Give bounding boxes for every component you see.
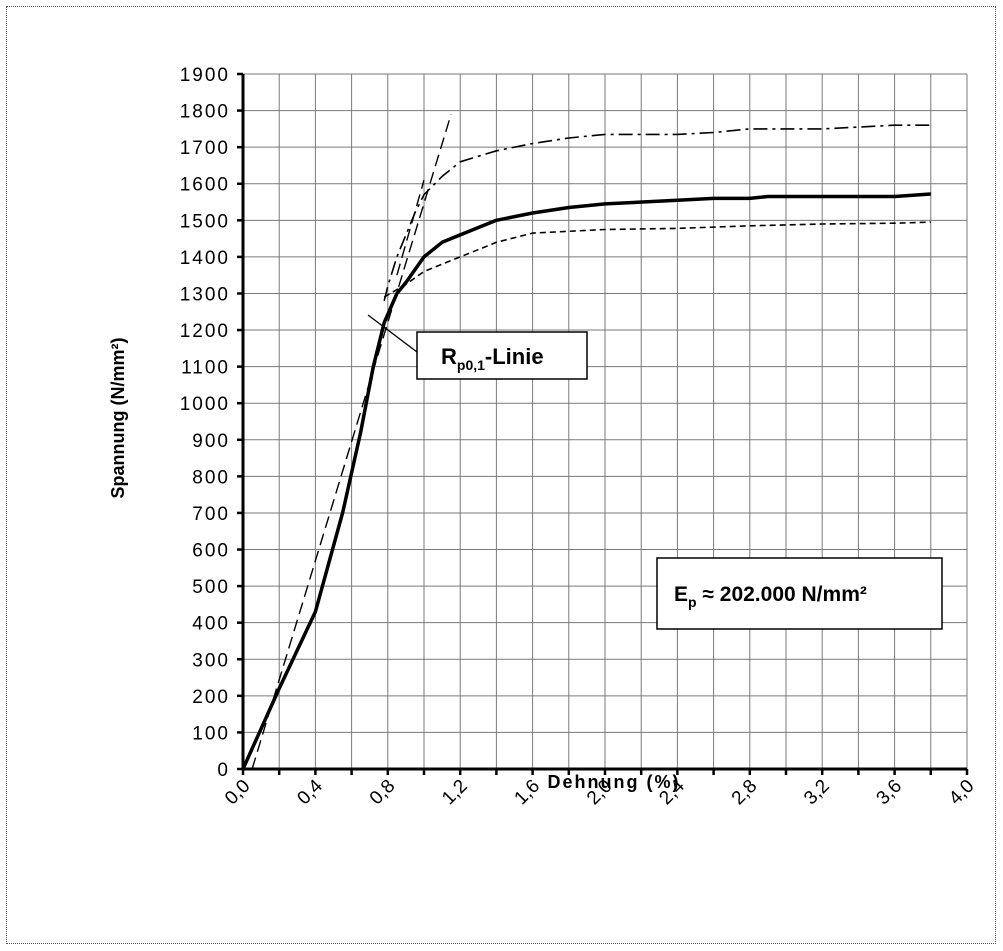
- rp-line-box: [416, 331, 588, 380]
- y-tick-label: 200: [192, 687, 230, 708]
- y-tick-label: 400: [192, 614, 230, 635]
- y-tick-label: 0: [217, 760, 230, 781]
- x-tick-label: 2,8: [728, 776, 762, 810]
- grid: [243, 73, 968, 769]
- rp-line-sub: p0,1: [457, 357, 485, 373]
- x-tick-label: 3,6: [873, 776, 907, 810]
- y-tick-label: 600: [192, 541, 230, 562]
- y-tick-label: 1700: [180, 138, 230, 159]
- y-tick-label: 1800: [180, 102, 230, 123]
- y-tick-label: 1100: [181, 358, 230, 379]
- x-tick-label: 0,8: [366, 776, 400, 810]
- x-tick-label: 1,6: [511, 776, 545, 810]
- y-tick-label: 1500: [180, 211, 230, 232]
- y-tick-label: 1000: [180, 394, 230, 415]
- modulus-suffix: ≈ 202.000 N/mm²: [697, 583, 867, 606]
- chart-frame: [6, 6, 996, 944]
- y-tick-label: 1400: [180, 248, 230, 269]
- y-tick-label: 100: [192, 723, 230, 744]
- y-tick-labels: 0 100 200 300 400 500 600 700 800 900 1000 1100 1200…: [180, 65, 230, 781]
- y-tick-label: 300: [192, 650, 230, 671]
- rp-line-leader: [367, 314, 418, 353]
- x-tick-label: 0,4: [293, 775, 327, 809]
- modulus-label: Ep ≈ 202.000 N/mm²: [674, 583, 867, 610]
- axes: [237, 72, 969, 775]
- rp-line-suffix: -Linie: [485, 344, 544, 369]
- y-tick-label: 500: [192, 577, 230, 598]
- modulus-box: [656, 557, 943, 630]
- y-tick-label: 1600: [180, 175, 230, 196]
- y-axis-label: Spannung (N/mm²): [108, 338, 128, 499]
- x-axis-label: Dehnung (%): [548, 772, 681, 792]
- x-tick-label: 4,0: [945, 776, 979, 810]
- series-line-long-dash: [396, 179, 425, 276]
- y-tick-label: 1200: [180, 321, 230, 342]
- y-tick-label: 900: [192, 431, 230, 452]
- y-tick-label: 700: [192, 504, 230, 525]
- x-tick-label: 3,2: [800, 776, 834, 810]
- modulus-sub: p: [688, 594, 697, 610]
- series-line-long-dash: [251, 113, 452, 770]
- series-line-dash-dot: [383, 124, 931, 301]
- rp-line-main: R: [441, 344, 457, 369]
- series-group: [241, 113, 931, 770]
- y-tick-label: 1900: [180, 65, 230, 86]
- series-line-solid-thick: [241, 192, 931, 770]
- series-line-short-dash: [383, 221, 931, 298]
- modulus-main: E: [674, 583, 688, 606]
- x-tick-label: 1,2: [438, 776, 472, 810]
- y-tick-label: 800: [192, 467, 230, 488]
- rp-line-label: Rp0,1-Linie: [441, 344, 544, 373]
- y-tick-label: 1300: [180, 284, 230, 305]
